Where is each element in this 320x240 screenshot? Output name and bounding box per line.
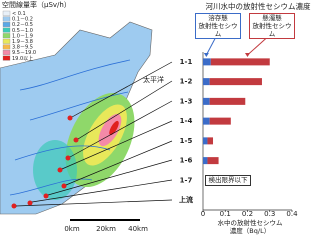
y-tick-label: 1-2 [180,78,193,86]
bar-segment [210,58,270,66]
legend-swatch [2,10,11,16]
legend-label: 9.5－19.0 [12,50,36,56]
legend-label: 0.5－1.0 [12,28,33,34]
bar-segment [209,97,246,105]
bar-segment [203,117,210,125]
legend-swatch [2,27,11,33]
legend-swatch [2,44,11,50]
chart-title: 河川水中の放射性セシウム濃度 [206,1,311,11]
legend-arrowhead [203,53,209,57]
y-tick-label: 1-3 [180,97,193,105]
y-tick-label: 1-4 [180,117,193,125]
sea-label: 太平洋 [143,75,164,84]
legend-swatch [2,16,11,22]
legend-label: 1.0－1.9 [12,33,33,39]
dose-area [109,120,119,136]
bar-segment [207,137,214,145]
bar-segment [203,157,208,165]
scale-label: 40km [128,225,148,233]
legend-swatch [2,38,11,44]
bar-segment [203,58,211,66]
legend-swatch [2,50,11,55]
x-tick-label: 0.1 [220,210,231,218]
legend-entry: 溶存態 放射性セシウム [195,13,241,39]
bar-segment [209,78,262,86]
x-axis-label: 水中の放射性セシウム 濃度（Bq/L） [217,219,283,235]
bar-segment [207,157,219,165]
legend-label: 19.0以上 [12,55,33,62]
bar-segment [203,137,208,145]
legend-label: < 0.1 [12,11,26,17]
bar-segment [209,117,231,125]
legend-label: 1.9－3.8 [12,39,33,45]
legend-swatch [2,55,11,61]
pointer-lines [15,61,173,207]
legend-label: 3.8－9.5 [12,45,33,51]
legend-swatch [2,33,11,39]
y-tick-label: 1-5 [180,137,193,145]
x-tick-label: 0.4 [286,210,298,218]
y-tick-label: 1-7 [180,176,193,184]
x-tick-label: 0.2 [242,210,253,218]
bar-segment [203,78,210,86]
legend-label: 0.1－0.2 [12,17,33,23]
river [9,59,131,196]
scale-label: 0km [64,225,80,233]
legend-entry: 懸濁態 放射性セシウム [249,13,295,39]
annotation: 検出限界以下 [205,175,251,187]
legend-swatch [2,22,11,27]
map: 太平洋 0km 20km 40km 空間線量率（μSv/h） [0,0,173,233]
legend-arrowhead [245,53,250,57]
bar-segment [203,97,210,105]
scale-label: 20km [96,225,116,233]
x-tick-label: 0 [201,210,205,218]
x-tick-label: 0.3 [264,210,275,218]
legend-label: 0.2－0.5 [12,22,33,28]
y-tick-label: 1-1 [180,58,193,66]
sites [11,115,79,209]
y-tick-label: 1-6 [180,157,193,165]
legend-title: 空間線量率（μSv/h） [2,0,71,9]
y-tick-label: 上流 [179,195,193,204]
